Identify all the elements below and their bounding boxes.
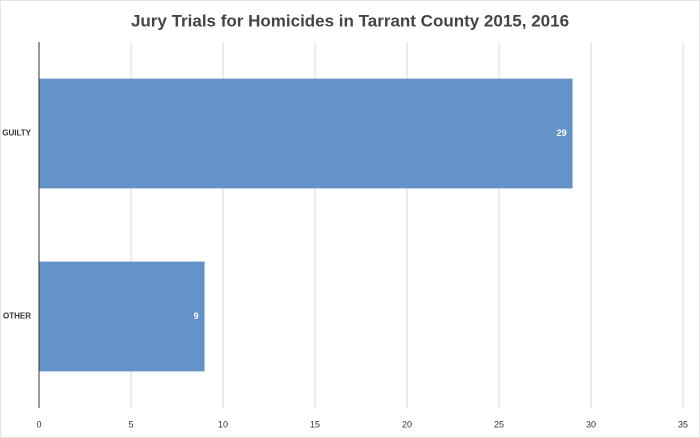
- bar: [39, 261, 205, 372]
- x-tick-label: 5: [128, 419, 133, 429]
- bar: [39, 78, 573, 189]
- x-tick-label: 20: [402, 419, 412, 429]
- x-tick-label: 10: [218, 419, 228, 429]
- y-tick-label: OTHER: [3, 312, 31, 321]
- data-label: 29: [557, 128, 567, 138]
- x-tick-label: 15: [310, 419, 320, 429]
- y-tick-label: GUILTY: [2, 129, 31, 138]
- chart-title: Jury Trials for Homicides in Tarrant Cou…: [131, 11, 569, 30]
- x-tick-label: 25: [494, 419, 504, 429]
- x-tick-label: 35: [678, 419, 688, 429]
- data-label: 9: [194, 311, 199, 321]
- x-tick-label: 30: [586, 419, 596, 429]
- x-tick-label: 0: [36, 419, 41, 429]
